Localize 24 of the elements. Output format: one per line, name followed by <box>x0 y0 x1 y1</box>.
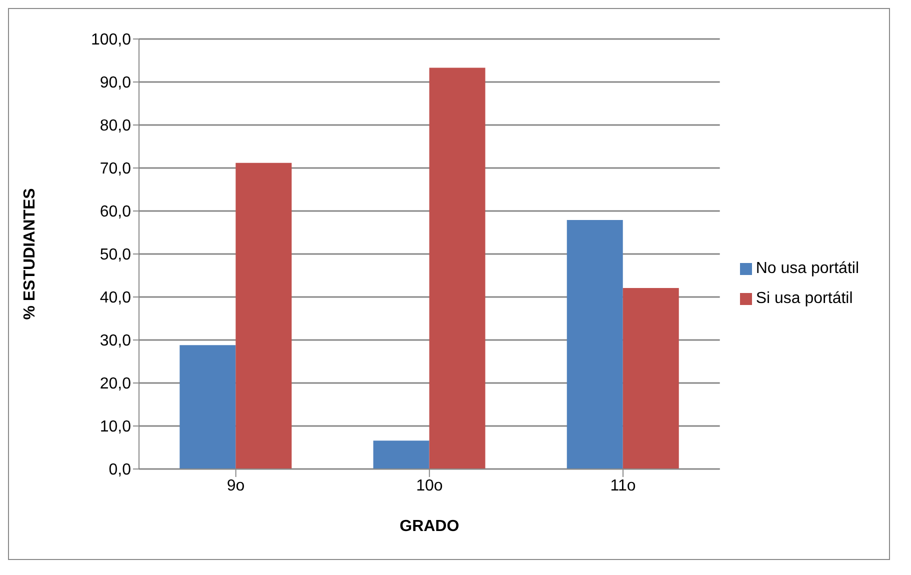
x-axis-title: GRADO <box>400 518 460 535</box>
legend-label: Si usa portátil <box>756 290 853 307</box>
bar <box>236 162 292 469</box>
y-tick-label: 20,0 <box>100 376 132 393</box>
y-tick-label: 100,0 <box>90 32 132 49</box>
y-tick-label: 80,0 <box>100 118 132 135</box>
bar <box>566 220 623 469</box>
y-tick-label: 50,0 <box>100 246 132 264</box>
y-tick-label: 30,0 <box>100 332 132 350</box>
y-axis-title: % ESTUDIANTES <box>22 188 39 320</box>
x-tick-label: 11o <box>610 477 636 494</box>
y-tick-label: 10,0 <box>100 418 132 436</box>
y-tick-label: 90,0 <box>100 74 132 92</box>
x-tick-label: 9o <box>226 477 245 494</box>
y-tick-label: 0,0 <box>108 462 132 479</box>
bar <box>373 440 430 469</box>
bar <box>622 288 679 469</box>
bar <box>180 345 236 469</box>
legend-label: No usa portátil <box>756 260 859 277</box>
y-tick-label: 70,0 <box>100 160 132 178</box>
x-tick-label: 10o <box>416 477 443 494</box>
bar <box>429 68 486 469</box>
y-tick-label: 60,0 <box>100 204 132 221</box>
y-tick-label: 40,0 <box>100 290 132 307</box>
